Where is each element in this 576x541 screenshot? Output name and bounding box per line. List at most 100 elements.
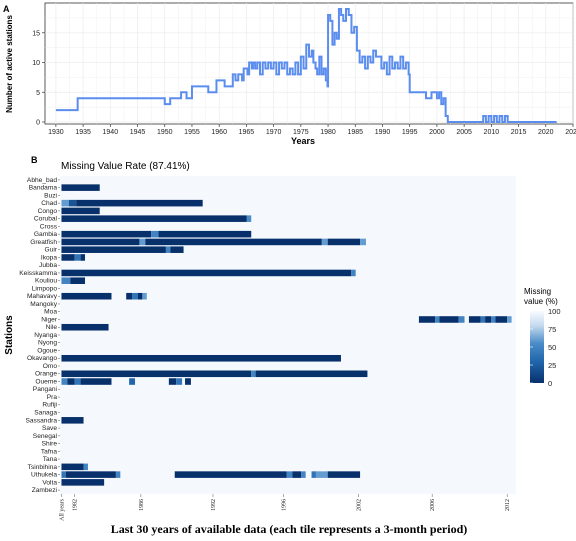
station-label: Corubal <box>34 216 58 223</box>
heatmap-tile <box>165 246 171 253</box>
panel-b-xlabel: Last 30 years of available data (each ti… <box>111 522 468 536</box>
heatmap-tile <box>61 277 71 284</box>
station-label: Orange <box>35 371 57 378</box>
heatmap-tile <box>61 463 84 471</box>
heatmap-tile <box>80 254 86 261</box>
heatmap-tile <box>61 292 112 300</box>
heatmap-tile <box>480 316 486 323</box>
panel-a-grid <box>45 3 574 124</box>
heatmap-tile <box>115 471 121 478</box>
heatmap-tile <box>68 199 77 207</box>
station-label: Rufiji <box>42 402 57 409</box>
station-label: Guir <box>45 247 58 254</box>
station-label: Zambezi <box>32 487 58 494</box>
heatmap-tile <box>61 479 105 486</box>
x-tick-label: 1986 <box>139 499 145 511</box>
heatmap-tile <box>61 269 352 277</box>
panel-a-xlabel: Years <box>291 136 315 146</box>
panel-b-ylabel: Stations <box>4 315 15 355</box>
station-label: Greatfish <box>30 239 57 246</box>
legend-tick-label: 25 <box>548 361 556 370</box>
heatmap-tile <box>126 292 133 300</box>
heatmap-tile <box>311 471 316 478</box>
x-tick-label: 1935 <box>75 129 91 136</box>
legend-tick-label: 0 <box>548 379 552 388</box>
heatmap-tile <box>301 471 306 478</box>
heatmap-tile <box>246 215 252 222</box>
heatmap-tile <box>170 246 184 253</box>
x-tick-label: 2010 <box>484 129 500 136</box>
heatmap-tile <box>76 199 203 207</box>
station-label: Bandama <box>29 185 58 192</box>
heatmap-tile <box>83 463 88 471</box>
heatmap-tile <box>80 378 112 385</box>
station-label: Volta <box>42 479 57 486</box>
heatmap-tile <box>360 238 366 246</box>
x-tick-label: 1975 <box>293 129 309 136</box>
heatmap-tile <box>74 254 81 261</box>
heatmap-tile <box>507 316 512 323</box>
legend-title-line2: value (%) <box>524 297 558 306</box>
station-label: Congo <box>38 208 58 215</box>
x-tick-label: 1982 <box>73 499 79 511</box>
heatmap-tile <box>61 417 84 424</box>
panel-a-ticks: 1930 1935 1940 1945 1950 1955 1960 1965 1970 1975… <box>32 30 576 136</box>
heatmap-tiles <box>61 184 512 486</box>
heatmap-tile <box>158 230 252 238</box>
heatmap-tile <box>67 378 75 385</box>
x-tick-label: 1930 <box>48 129 64 136</box>
y-tick-label: 15 <box>32 30 40 37</box>
heatmap-tile <box>61 215 247 222</box>
heatmap-tile <box>61 246 166 253</box>
station-label: Abhe_bad <box>27 177 57 184</box>
x-tick-label: 2006 <box>430 499 436 511</box>
heatmap-tile <box>458 316 465 323</box>
x-tick-label: 1965 <box>239 129 255 136</box>
heatmap-tile <box>132 292 138 300</box>
station-label: Keisskamma <box>19 270 57 277</box>
station-label: Nyanga <box>34 332 57 339</box>
x-tick-label: 2015 <box>511 129 527 136</box>
station-label: Okavango <box>27 355 57 362</box>
heatmap-tile <box>61 254 75 261</box>
x-tick-label: 1980 <box>320 129 336 136</box>
x-tick-label: 2025 <box>565 129 576 136</box>
legend-tick-label: 75 <box>548 325 556 334</box>
heatmap-tile <box>327 471 361 478</box>
station-label: Sanaga <box>34 410 57 417</box>
station-label: Mahavavy <box>27 293 58 300</box>
x-tick-label: All years <box>59 498 65 520</box>
heatmap-tile <box>176 378 183 385</box>
x-tick-label: 1955 <box>184 129 200 136</box>
x-tick-label: 1960 <box>211 129 227 136</box>
panel-b-title: Missing Value Rate (87.41%) <box>61 161 190 172</box>
heatmap-tile <box>351 269 356 277</box>
legend-tick-label: 50 <box>548 343 556 352</box>
heatmap-tile <box>439 316 459 323</box>
legend-ticks: 100 75 50 25 0 <box>530 307 561 388</box>
heatmap-tile <box>151 230 159 238</box>
heatmap-tile <box>61 323 109 331</box>
x-tick-label: 2000 <box>429 129 445 136</box>
y-tick-label: 10 <box>32 60 40 67</box>
heatmap-tile <box>485 316 491 323</box>
station-label: Buzi <box>44 192 57 199</box>
x-tick-label: 2020 <box>538 129 554 136</box>
station-label: Nile <box>46 324 58 331</box>
x-tick-label: 1985 <box>347 129 363 136</box>
station-label: Tsinbihina <box>28 464 58 471</box>
active-stations-line <box>55 8 557 123</box>
x-tick-label: 1940 <box>103 129 119 136</box>
legend-title-line1: Missing <box>524 287 551 296</box>
station-label: Jubba <box>39 262 57 269</box>
heatmap-tile <box>292 471 302 478</box>
legend-colorbar <box>530 311 544 383</box>
x-tick-label: 1990 <box>375 129 391 136</box>
x-tick-label: 2005 <box>456 129 472 136</box>
heatmap-tile <box>61 238 140 246</box>
heatmap-tile <box>327 238 361 246</box>
station-label: Oueme <box>35 378 57 385</box>
panel-a-letter: A <box>3 4 10 14</box>
heatmap-tile <box>61 184 100 191</box>
